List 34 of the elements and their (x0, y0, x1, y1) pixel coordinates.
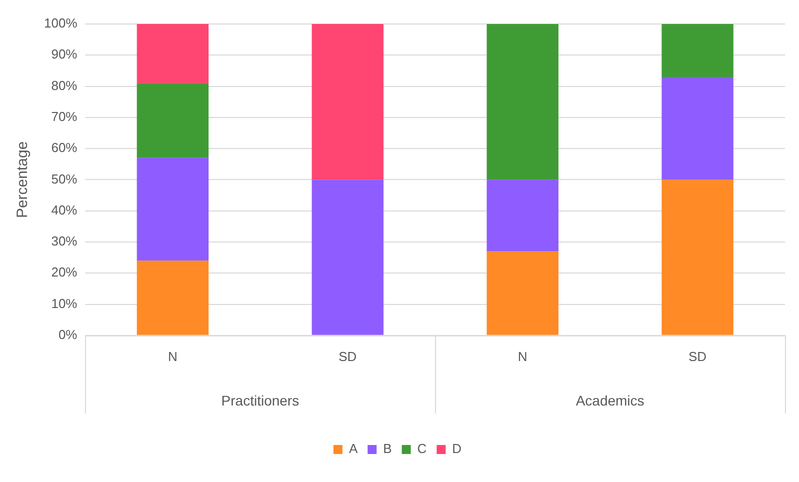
bar (136, 24, 209, 84)
bar (662, 180, 734, 335)
text: Academics (576, 392, 644, 408)
x-tick-label: SD (338, 348, 357, 364)
y-tick-label: 80% (51, 78, 78, 93)
bar (136, 158, 209, 261)
bar (136, 83, 209, 158)
y-tick-label: 10% (51, 296, 78, 311)
bar (662, 76, 734, 180)
x-tick-label: N (168, 348, 178, 364)
legend-label: A (348, 441, 358, 456)
bar (662, 24, 734, 77)
y-tick-label: 50% (51, 171, 78, 186)
legend-label: B (383, 441, 392, 456)
y-tick-label: 20% (51, 264, 78, 280)
bar (312, 24, 384, 180)
bar (312, 180, 384, 335)
y-tick-label: 90% (51, 46, 78, 62)
bar (486, 24, 558, 180)
x-tick-label: N (518, 348, 528, 364)
y-tick-label: 0% (58, 326, 78, 342)
x-tick-label: SD (688, 348, 707, 364)
bar (486, 251, 558, 335)
y-tick-label: 100% (44, 16, 78, 31)
legend-label: D (452, 441, 462, 456)
bar (136, 260, 209, 335)
y-axis-title: Percentage (14, 141, 32, 218)
text: Practitioners (221, 392, 300, 408)
y-tick-label: 60% (51, 140, 78, 156)
y-tick-label: 70% (51, 109, 78, 124)
bar (486, 180, 558, 252)
legend-label: C (417, 441, 427, 456)
y-tick-label: 40% (51, 202, 78, 218)
y-tick-label: 30% (51, 234, 78, 249)
